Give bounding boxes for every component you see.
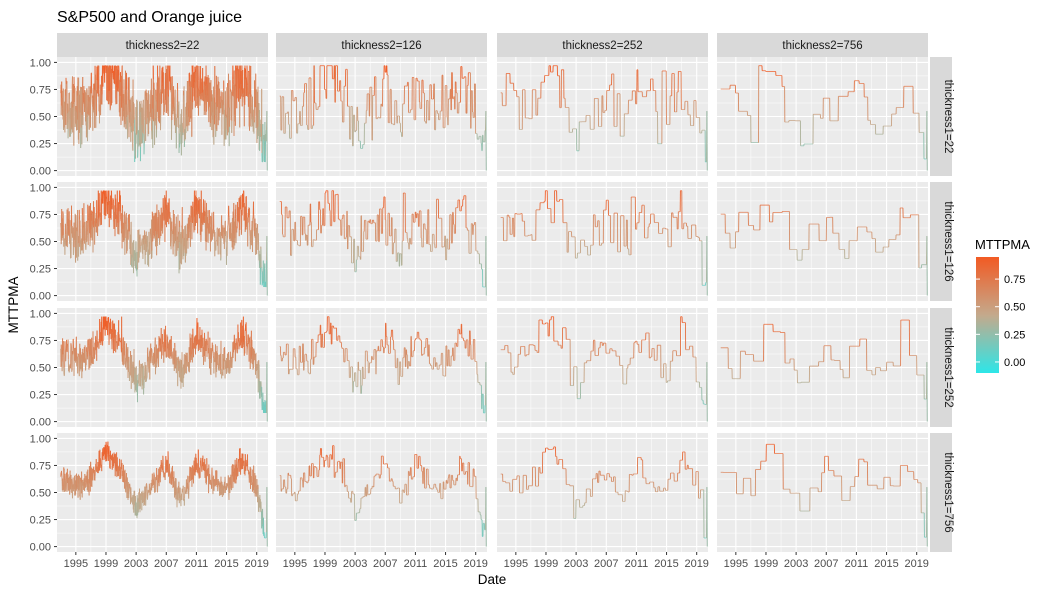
column-strip-label: thickness2=22	[126, 40, 200, 52]
facet-panel	[57, 57, 268, 176]
row-strip	[930, 182, 952, 301]
facet-panel	[276, 182, 487, 301]
row-strip	[930, 57, 952, 176]
row-strip-label: thickness1=22	[942, 80, 954, 154]
facet-panels: thickness2=22 thickness2=126 thickness2=25…	[57, 33, 954, 552]
column-strip-label: thickness2=756	[782, 40, 862, 52]
row-strip	[930, 433, 952, 552]
row-strip	[930, 308, 952, 427]
column-strip	[497, 33, 708, 57]
facet-panel	[276, 57, 487, 176]
facet-panel	[57, 182, 268, 301]
row-strip-label: thickness1=126	[942, 201, 954, 281]
column-strip	[717, 33, 928, 57]
facet-panel	[717, 57, 928, 176]
column-strip-label: thickness2=252	[562, 40, 642, 52]
chart-title: S&P500 and Orange juice	[57, 9, 242, 26]
column-strip-label: thickness2=126	[341, 40, 421, 52]
row-strip-label: thickness1=252	[942, 327, 954, 407]
column-strip	[276, 33, 487, 57]
row-strip-label: thickness1=756	[942, 452, 954, 532]
facet-panel	[497, 57, 708, 176]
column-strip	[57, 33, 268, 57]
